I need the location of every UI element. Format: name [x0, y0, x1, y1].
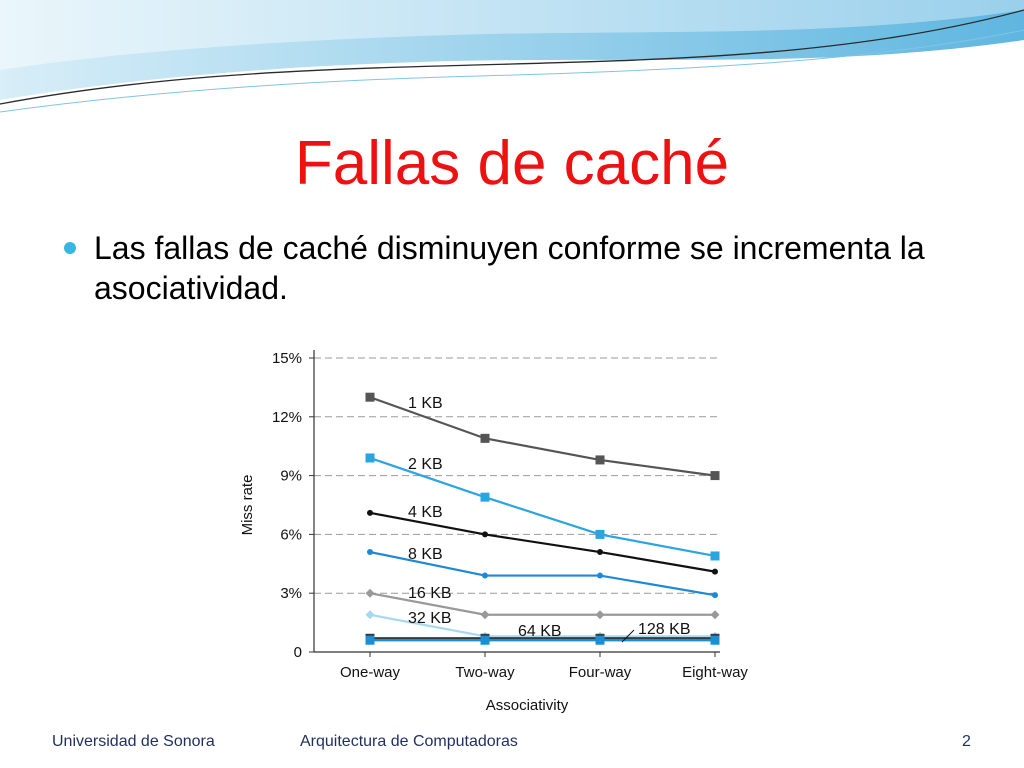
x-tick-label: Four-way — [569, 664, 632, 681]
bullet-text: Las fallas de caché disminuyen conforme … — [94, 230, 925, 306]
data-point — [482, 531, 488, 538]
data-point — [595, 635, 605, 645]
chart-series-labels: 1 KB 2 KB 4 KB 8 KB 16 KB 32 KB 64 KB 128 KB — [408, 395, 690, 643]
chart-axes — [313, 350, 720, 653]
bullet-dot-icon — [64, 242, 76, 254]
x-tick-label: Eight-way — [682, 664, 748, 681]
data-point — [710, 551, 720, 561]
y-tick-label: 9% — [280, 468, 302, 485]
x-tick-label: One-way — [340, 664, 401, 681]
series-label: 8 KB — [408, 546, 443, 563]
footer-course: Arquitectura de Computadoras — [300, 733, 518, 750]
data-point — [712, 592, 718, 599]
data-point — [365, 610, 375, 620]
data-point — [480, 492, 490, 502]
page-number: 2 — [962, 733, 971, 750]
miss-rate-chart: 0 3% 6% 9% 12% 15% One-way Two-way Four-way Eight… — [239, 350, 748, 714]
data-point — [365, 453, 375, 463]
data-point — [482, 572, 488, 579]
y-tick-label: 0 — [294, 644, 302, 661]
series-label: 4 KB — [408, 504, 443, 521]
data-point — [480, 635, 490, 645]
series-line — [369, 613, 715, 638]
data-point — [595, 610, 605, 620]
y-tick-label: 12% — [272, 409, 302, 426]
y-axis-title: Miss rate — [239, 475, 256, 536]
series-line — [369, 550, 716, 597]
y-tick-label: 15% — [272, 350, 302, 367]
y-tick-label: 3% — [280, 585, 302, 602]
series-label: 1 KB — [408, 395, 443, 412]
series-label: 16 KB — [408, 585, 452, 602]
data-point — [710, 635, 720, 645]
chart-ticks: 0 3% 6% 9% 12% 15% One-way Two-way Four-way Eight… — [272, 350, 748, 681]
data-point — [365, 588, 375, 598]
data-point — [480, 610, 490, 620]
series-label: 64 KB — [518, 623, 562, 640]
series-line — [369, 592, 715, 616]
data-point — [595, 529, 605, 539]
data-point — [597, 572, 603, 579]
label-leader-line — [621, 629, 635, 643]
data-point — [365, 392, 375, 402]
x-tick-label: Two-way — [455, 664, 515, 681]
footer-university: Universidad de Sonora — [52, 733, 215, 750]
series-line — [369, 456, 716, 558]
data-point — [710, 471, 720, 481]
chart-grid — [314, 357, 720, 594]
series-line — [369, 396, 716, 477]
data-point — [710, 610, 720, 620]
slide-title: Fallas de caché — [294, 129, 730, 198]
series-label: 32 KB — [408, 610, 452, 627]
data-point — [367, 549, 373, 556]
data-point — [480, 433, 490, 443]
header-waves — [0, 0, 1024, 113]
series-line — [369, 511, 716, 573]
x-axis-title: Associativity — [486, 697, 569, 714]
series-label: 2 KB — [408, 456, 443, 473]
data-point — [712, 568, 718, 575]
data-point — [365, 635, 375, 645]
data-point — [597, 549, 603, 556]
data-point — [595, 455, 605, 465]
data-point — [367, 509, 373, 516]
chart-series — [365, 392, 720, 645]
series-label: 128 KB — [638, 621, 690, 638]
y-tick-label: 6% — [280, 526, 302, 543]
